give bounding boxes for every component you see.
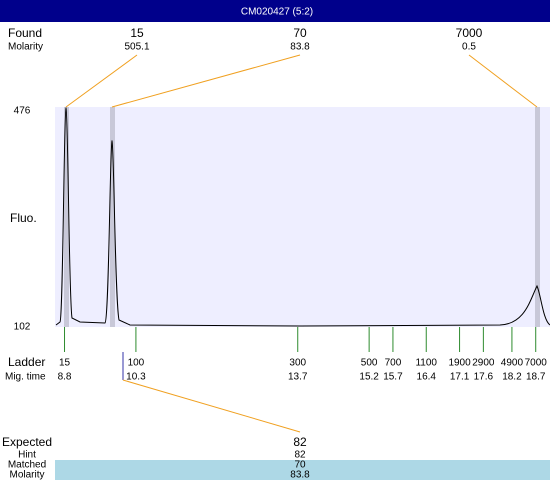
expected-row-label: Molarity <box>9 470 44 480</box>
peak-band <box>535 107 540 327</box>
ladder-size: 500 <box>361 358 378 369</box>
peak-band <box>64 107 69 327</box>
expected-value: 82 <box>293 435 307 449</box>
expected-row-value: 83.8 <box>290 470 310 480</box>
matched-band <box>55 460 550 480</box>
mig-time: 15.7 <box>383 372 403 383</box>
ladder-size: 700 <box>385 358 402 369</box>
ladder-size: 300 <box>289 358 306 369</box>
ladder-size: 1100 <box>415 358 437 369</box>
found-size: 15 <box>130 26 144 40</box>
molarity-label: Molarity <box>8 42 43 53</box>
title-bar <box>0 0 550 22</box>
mig-time: 10.3 <box>126 372 146 383</box>
found-connector <box>468 54 538 108</box>
ladder-size: 4900 <box>501 358 524 369</box>
ladder-size: 7000 <box>525 358 548 369</box>
found-size: 7000 <box>456 26 483 40</box>
expected-row-value: 70 <box>294 460 306 471</box>
mig-time: 15.2 <box>359 372 379 383</box>
mig-time: 16.4 <box>417 372 437 383</box>
ladder-size: 2900 <box>472 358 495 369</box>
mig-time: 8.8 <box>58 372 72 383</box>
mig-time: 13.7 <box>288 372 308 383</box>
found-label: Found <box>8 26 42 40</box>
expected-connector <box>122 379 301 433</box>
y-label: Fluo. <box>10 211 37 225</box>
found-molarity: 505.1 <box>124 42 149 53</box>
found-size: 70 <box>293 26 307 40</box>
found-connector <box>65 54 138 108</box>
expected-label: Expected <box>2 435 52 449</box>
expected-row-value: 82 <box>294 450 306 461</box>
found-connector <box>111 54 301 108</box>
trace <box>55 107 550 327</box>
mig-time: 17.6 <box>474 372 494 383</box>
ladder-size: 15 <box>59 358 71 369</box>
expected-row-label: Matched <box>8 460 46 471</box>
plot-area <box>55 107 550 327</box>
mig-time-label: Mig. time <box>5 372 46 383</box>
y-tick-label: 476 <box>14 106 31 117</box>
y-tick-label: 102 <box>14 322 31 333</box>
ladder-size: 1900 <box>448 358 471 369</box>
peak-band <box>110 107 115 327</box>
mig-time: 18.2 <box>502 372 522 383</box>
ladder-label: Ladder <box>8 355 45 369</box>
expected-row-label: Hint <box>18 450 36 461</box>
found-molarity: 0.5 <box>462 42 476 53</box>
found-molarity: 83.8 <box>290 42 310 53</box>
mig-time: 18.7 <box>526 372 546 383</box>
ladder-size: 100 <box>128 358 145 369</box>
mig-time: 17.1 <box>450 372 470 383</box>
title: CM020427 (5:2) <box>241 7 313 18</box>
